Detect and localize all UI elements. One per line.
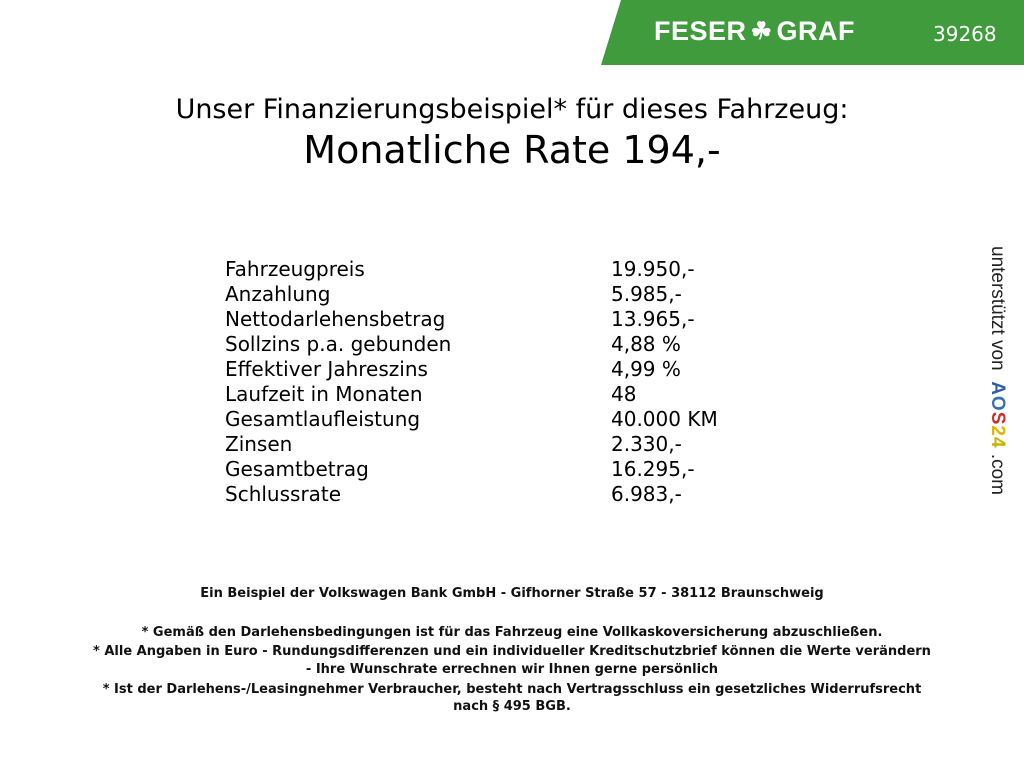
aos24-credit: unterstützt von AOS24 .com <box>986 246 1008 495</box>
aos24-letter: A <box>987 381 1008 396</box>
row-value: 4,88 % <box>611 332 681 356</box>
table-row: Gesamtlaufleistung 40.000 KM <box>225 407 718 432</box>
row-label: Anzahlung <box>225 282 331 306</box>
footer-note-1: * Gemäß den Darlehensbedingungen ist für… <box>141 625 883 640</box>
footer-note-4: * Ist der Darlehens-/Leasingnehmer Verbr… <box>102 682 922 697</box>
row-value: 13.965,- <box>611 307 695 331</box>
footer-note-2: * Alle Angaben in Euro - Rundungsdiffere… <box>93 644 931 659</box>
row-value: 48 <box>611 382 637 406</box>
table-row: Sollzins p.a. gebunden 4,88 % <box>225 332 718 357</box>
brand-left: FESER <box>654 16 747 46</box>
row-value: 2.330,- <box>611 432 682 456</box>
row-label: Fahrzeugpreis <box>225 257 365 281</box>
table-row: Fahrzeugpreis 19.950,- <box>225 257 718 282</box>
table-row: Zinsen 2.330,- <box>225 432 718 457</box>
row-value: 4,99 % <box>611 357 681 381</box>
row-value: 40.000 KM <box>611 407 718 431</box>
row-label: Nettodarlehensbetrag <box>225 307 446 331</box>
row-label: Gesamtbetrag <box>225 457 369 481</box>
row-value: 19.950,- <box>611 257 695 281</box>
row-label: Laufzeit in Monaten <box>225 382 423 406</box>
aos24-logo: AOS24 <box>987 381 1008 448</box>
clover-icon: ☘ <box>750 17 773 45</box>
table-row: Nettodarlehensbetrag 13.965,- <box>225 307 718 332</box>
row-label: Gesamtlaufleistung <box>225 407 421 431</box>
aos24-letter: 2 <box>987 425 1008 437</box>
finance-table: Fahrzeugpreis 19.950,- Anzahlung 5.985,- Net… <box>225 257 718 507</box>
table-row: Laufzeit in Monaten 48 <box>225 382 718 407</box>
footer-note-3: - Ihre Wunschrate errechnen wir Ihnen ge… <box>305 662 719 677</box>
row-label: Schlussrate <box>225 482 342 506</box>
table-row: Schlussrate 6.983,- <box>225 482 718 507</box>
brand-right: GRAF <box>776 16 856 46</box>
row-value: 5.985,- <box>611 282 682 306</box>
header-banner <box>601 0 1024 65</box>
aos24-letter: O <box>987 395 1008 412</box>
dealer-number: 39268 <box>933 22 997 46</box>
bank-info: Ein Beispiel der Volkswagen Bank GmbH - … <box>200 586 824 601</box>
aos24-letter: S <box>987 411 1008 426</box>
credit-suffix: .com <box>987 453 1008 496</box>
table-row: Effektiver Jahreszins 4,99 % <box>225 357 718 382</box>
footer-note-5: nach § 495 BGB. <box>453 699 571 714</box>
row-label: Sollzins p.a. gebunden <box>225 332 452 356</box>
aos24-letter: 4 <box>987 436 1008 449</box>
feser-graf-logo: FESER ☘ GRAF <box>654 16 855 47</box>
monthly-rate: Monatliche Rate 194,- <box>303 128 721 172</box>
table-row: Gesamtbetrag 16.295,- <box>225 457 718 482</box>
credit-prefix: unterstützt von <box>987 246 1008 371</box>
row-value: 6.983,- <box>611 482 682 506</box>
row-label: Effektiver Jahreszins <box>225 357 428 381</box>
row-label: Zinsen <box>225 432 293 456</box>
page-title: Unser Finanzierungsbeispiel* für dieses … <box>175 94 849 125</box>
row-value: 16.295,- <box>611 457 695 481</box>
table-row: Anzahlung 5.985,- <box>225 282 718 307</box>
